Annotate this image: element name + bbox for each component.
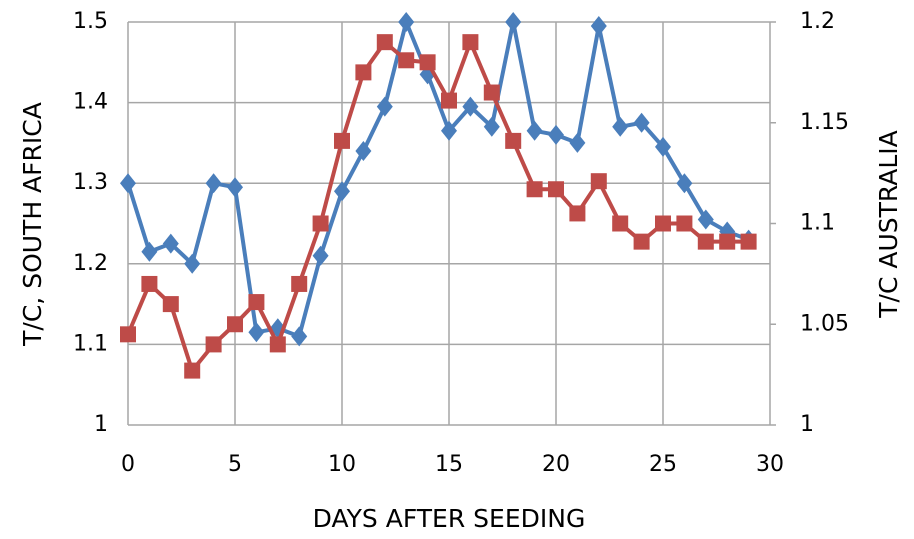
marker — [590, 16, 607, 37]
marker — [120, 326, 136, 343]
marker — [205, 173, 222, 194]
marker — [676, 215, 693, 232]
marker — [697, 233, 714, 250]
marker — [526, 181, 543, 198]
marker — [590, 173, 607, 190]
marker — [633, 233, 650, 250]
marker — [248, 322, 265, 343]
y-tick-label: 1.1 — [73, 331, 108, 356]
x-tick-label: 5 — [228, 452, 242, 477]
y2-tick-label: 1.2 — [800, 9, 835, 34]
marker — [184, 362, 201, 379]
marker — [248, 294, 265, 311]
y2-tick-label: 1.15 — [800, 110, 849, 135]
marker — [569, 132, 586, 153]
marker — [441, 120, 457, 141]
marker — [697, 209, 714, 230]
marker — [483, 116, 500, 137]
marker — [184, 253, 201, 274]
marker — [376, 96, 393, 117]
y2-tick-label: 1.1 — [800, 211, 835, 236]
x-tick-label: 0 — [121, 452, 135, 477]
marker — [505, 132, 522, 149]
marker — [291, 326, 308, 347]
marker — [291, 275, 308, 292]
marker — [120, 173, 136, 194]
marker — [719, 233, 736, 250]
marker — [141, 275, 158, 292]
marker — [334, 181, 350, 202]
marker — [655, 136, 671, 157]
marker — [398, 52, 415, 69]
marker — [548, 124, 564, 145]
marker — [505, 12, 522, 32]
marker — [526, 120, 543, 141]
x-tick-label: 15 — [435, 452, 463, 477]
y2-tick-label: 1 — [800, 412, 814, 437]
x-tick-label: 10 — [328, 452, 356, 477]
y-axis-title: T/C, SOUTH AFRICA — [18, 102, 47, 347]
y2-axis-title: T/C AUSTRALIA — [874, 130, 903, 319]
marker — [483, 84, 500, 101]
series-line — [126, 20, 750, 339]
marker — [205, 336, 222, 353]
marker — [462, 34, 479, 51]
marker — [269, 336, 286, 353]
marker — [334, 132, 350, 149]
marker — [312, 245, 329, 266]
x-tick-label: 30 — [756, 452, 784, 477]
y-tick-label: 1.2 — [73, 251, 108, 276]
marker — [569, 205, 586, 222]
marker — [312, 215, 329, 232]
marker — [227, 177, 243, 198]
marker — [612, 215, 629, 232]
marker — [355, 140, 372, 161]
marker — [462, 96, 479, 117]
marker — [398, 12, 415, 32]
y2-tick-label: 1.05 — [800, 311, 849, 336]
marker — [548, 181, 564, 198]
marker — [740, 233, 757, 250]
marker — [162, 233, 179, 254]
marker — [676, 173, 693, 194]
y-tick-label: 1 — [94, 412, 108, 437]
y-tick-label: 1.5 — [73, 9, 108, 34]
series-line — [126, 40, 749, 373]
marker — [141, 241, 158, 262]
x-tick-label: 25 — [649, 452, 677, 477]
marker — [441, 92, 457, 109]
marker — [162, 296, 179, 313]
marker — [612, 116, 629, 137]
marker — [633, 112, 650, 133]
marker — [227, 316, 243, 333]
marker — [376, 34, 393, 51]
marker — [419, 54, 436, 71]
x-axis-title: DAYS AFTER SEEDING — [313, 504, 586, 533]
y-tick-label: 1.4 — [73, 90, 108, 115]
marker — [655, 215, 671, 232]
marker — [355, 64, 372, 81]
y-tick-label: 1.3 — [73, 170, 108, 195]
x-tick-label: 20 — [542, 452, 570, 477]
